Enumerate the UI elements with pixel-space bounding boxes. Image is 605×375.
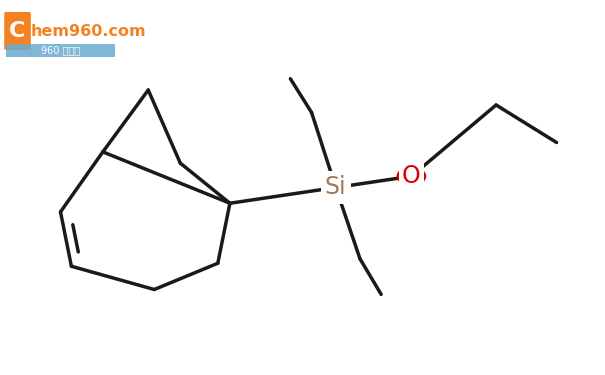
Text: hem960.com: hem960.com (30, 24, 146, 39)
FancyBboxPatch shape (4, 12, 31, 50)
Text: O: O (402, 164, 420, 188)
Text: C: C (9, 21, 25, 41)
Text: Si: Si (325, 176, 347, 200)
Text: 960 化工网: 960 化工网 (41, 45, 80, 56)
FancyBboxPatch shape (6, 44, 115, 57)
